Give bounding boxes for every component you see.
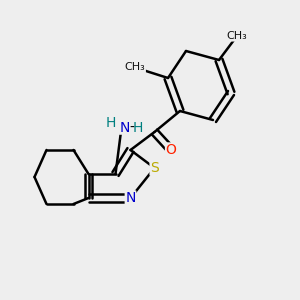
Text: N: N	[125, 191, 136, 205]
Text: N: N	[119, 121, 130, 134]
Text: O: O	[166, 143, 176, 157]
Text: CH₃: CH₃	[226, 31, 248, 41]
Text: H: H	[133, 121, 143, 134]
Text: CH₃: CH₃	[124, 62, 146, 73]
Text: -: -	[129, 121, 134, 134]
Text: H: H	[106, 116, 116, 130]
Text: S: S	[150, 161, 159, 175]
